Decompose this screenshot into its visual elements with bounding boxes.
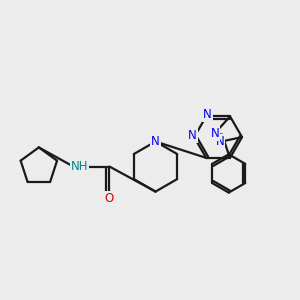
Text: N: N	[211, 127, 219, 140]
Text: O: O	[104, 192, 113, 205]
Text: N: N	[188, 129, 197, 142]
Text: N: N	[203, 108, 212, 122]
Text: N: N	[215, 135, 224, 148]
Text: NH: NH	[70, 160, 88, 173]
Text: N: N	[151, 135, 160, 148]
